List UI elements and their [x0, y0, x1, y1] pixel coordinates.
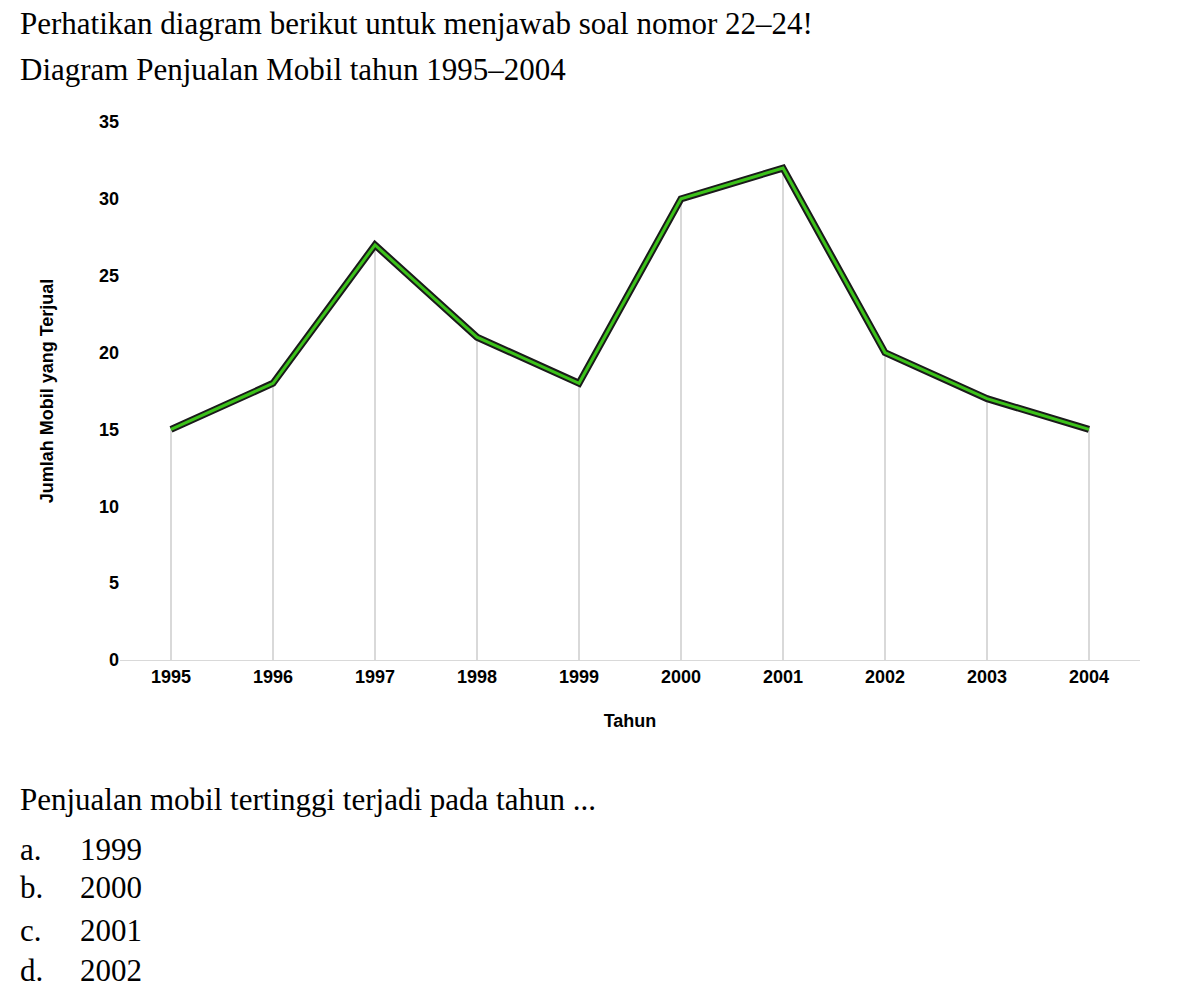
svg-text:1995: 1995 — [151, 667, 191, 687]
svg-text:30: 30 — [99, 189, 119, 209]
html-text:1999: 1999 — [80, 832, 142, 867]
html-text:b.: b. — [20, 870, 44, 905]
html-text:c.: c. — [20, 913, 42, 948]
html-text:2001: 2001 — [80, 913, 142, 948]
svg-text:Tahun: Tahun — [604, 711, 657, 731]
svg-text:1999: 1999 — [559, 667, 599, 687]
svg-text:2002: 2002 — [865, 667, 905, 687]
svg-text:2003: 2003 — [967, 667, 1007, 687]
svg-text:2001: 2001 — [763, 667, 803, 687]
svg-text:15: 15 — [99, 420, 119, 440]
svg-text:1998: 1998 — [457, 667, 497, 687]
svg-text:0: 0 — [109, 650, 119, 670]
html-text:2000: 2000 — [80, 870, 142, 905]
svg-text:5: 5 — [109, 573, 119, 593]
html-text:Perhatikan diagram berikut unt: Perhatikan diagram berikut untuk menjawa… — [20, 6, 813, 41]
html-text:a.: a. — [20, 832, 42, 867]
svg-text:2004: 2004 — [1069, 667, 1109, 687]
svg-text:10: 10 — [99, 497, 119, 517]
html-text:2002: 2002 — [80, 953, 142, 988]
html-text:d.: d. — [20, 953, 44, 988]
svg-text:Jumlah Mobil yang Terjual: Jumlah Mobil yang Terjual — [37, 279, 57, 504]
svg-text:2000: 2000 — [661, 667, 701, 687]
html-text:Penjualan mobil tertinggi terj: Penjualan mobil tertinggi terjadi pada t… — [20, 782, 596, 817]
svg-text:1997: 1997 — [355, 667, 395, 687]
svg-text:35: 35 — [99, 112, 119, 132]
svg-text:25: 25 — [99, 266, 119, 286]
svg-text:20: 20 — [99, 343, 119, 363]
html-text:Diagram Penjualan Mobil tahun: Diagram Penjualan Mobil tahun 1995–2004 — [20, 52, 566, 87]
svg-text:1996: 1996 — [253, 667, 293, 687]
